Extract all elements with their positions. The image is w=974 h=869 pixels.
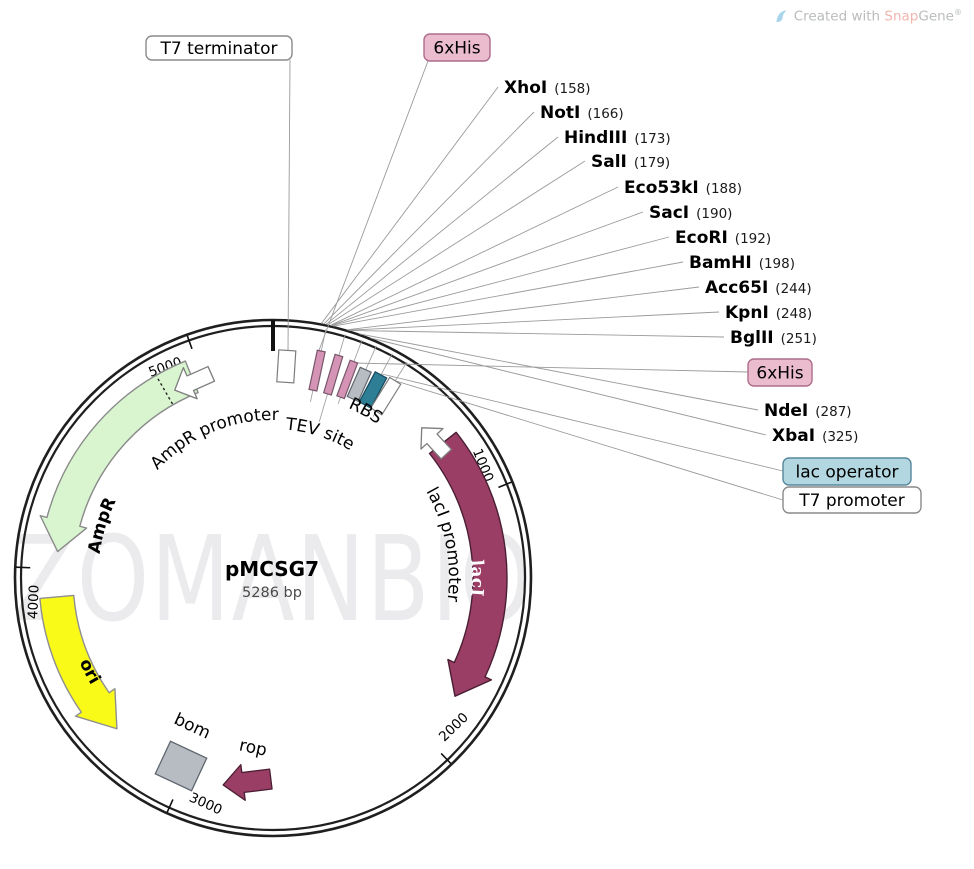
T7-terminator-label: T7 terminator: [160, 39, 278, 59]
snapgene-logo-icon: [776, 10, 787, 22]
callout-line-BglII: [349, 329, 725, 338]
RBS-marker: [346, 366, 373, 403]
tick-4000: [16, 566, 31, 569]
callout-line-6xHis-label-2: [353, 362, 749, 373]
bom-box: [154, 740, 208, 792]
feature-AmpR: [39, 360, 199, 553]
enzyme-label-XbaI: XbaI (325): [772, 426, 858, 446]
tick-label-4000: 4000: [25, 584, 42, 619]
T7-terminator-marker: [276, 349, 297, 384]
callout-line-EcoRI: [331, 236, 670, 327]
tick-1000: [498, 481, 512, 489]
credit-text: Created with SnapGene®: [793, 8, 962, 25]
enzyme-label-KpnI: KpnI (248): [725, 303, 812, 323]
callout-line-KpnI: [348, 311, 720, 331]
T7-promoter-label-box: [782, 486, 922, 514]
plasmid-size: 5286 bp: [242, 585, 302, 601]
watermark-text: ZOMANBIO: [12, 511, 534, 648]
tick-5000: [186, 335, 193, 350]
feature-ori: [39, 594, 118, 730]
rop-label: rop: [237, 735, 268, 760]
T7-terminator-label-box: [145, 35, 293, 61]
enzyme-label-EcoRI: EcoRI (192): [675, 228, 771, 248]
snapgene-credit: Created with SnapGene®: [774, 8, 962, 25]
callout-line-6xHis-label-1: [317, 60, 429, 354]
lacI-promoter-arrow: [420, 427, 453, 460]
callout-line-BamHI: [333, 261, 684, 327]
enzyme-label-NotI: NotI (166): [540, 103, 624, 123]
lac-operator-label: lac operator: [795, 463, 898, 483]
enzyme-label-NdeI: NdeI (287): [764, 401, 852, 421]
callout-line-Eco53kI: [330, 186, 619, 326]
callout-line-Acc65I: [347, 286, 700, 331]
rop-arrow: [222, 763, 273, 802]
T7-promoter-marker: [369, 376, 402, 416]
callout-line-XbaI: [370, 337, 767, 436]
callout-line-lac-operator-label: [381, 373, 784, 472]
feature-lacI-label: lacI: [466, 559, 487, 597]
lac-operator-marker: [358, 371, 388, 409]
AmpR-promoter-label: AmpR promoter: [147, 405, 279, 474]
callout-line-T7-terminator-label: [287, 59, 291, 351]
6xHis-label-1-box: [423, 33, 491, 62]
feature-divider: [155, 375, 174, 405]
6xHis-label-1: 6xHis: [433, 39, 480, 59]
callout-line-HindIII: [325, 136, 559, 325]
tick-2000: [440, 752, 452, 765]
TEV-site-label: TEV site: [284, 414, 358, 455]
6xHis-marker-2: [336, 359, 359, 400]
callout-line-SacI: [330, 211, 644, 327]
T7-promoter-label: T7 promoter: [798, 491, 905, 511]
AmpR-promoter-arrow: [174, 365, 216, 400]
TEV-site-marker: [322, 353, 344, 396]
tick-3000: [166, 799, 174, 813]
callout-line-NdeI: [359, 333, 759, 411]
6xHis-label-2: 6xHis: [756, 364, 803, 384]
enzyme-label-HindIII: HindIII (173): [564, 128, 671, 148]
callout-line-T7-promoter-label: [395, 380, 784, 501]
enzyme-label-BamHI: BamHI (198): [689, 253, 795, 273]
enzyme-label-SalI: SalI (179): [591, 152, 670, 172]
callout-line-SalI: [327, 160, 586, 326]
callout-line-XhoI: [320, 86, 499, 324]
enzyme-label-SacI: SacI (190): [649, 203, 732, 223]
feature-lacI: [428, 431, 508, 697]
6xHis-marker-1: [308, 349, 326, 392]
bom-label: bom: [171, 709, 214, 743]
plasmid-name: pMCSG7: [225, 557, 319, 581]
6xHis-label-2-box: [747, 358, 813, 387]
enzyme-label-BglII: BglII (251): [730, 328, 817, 348]
callout-line-NotI: [323, 111, 535, 325]
lac-operator-label-box: [782, 457, 912, 486]
enzyme-label-Acc65I: Acc65I (244): [705, 278, 812, 298]
enzyme-label-XhoI: XhoI (158): [504, 78, 591, 98]
tick-label-3000: 3000: [187, 790, 225, 819]
enzyme-label-Eco53kI: Eco53kI (188): [624, 178, 742, 198]
